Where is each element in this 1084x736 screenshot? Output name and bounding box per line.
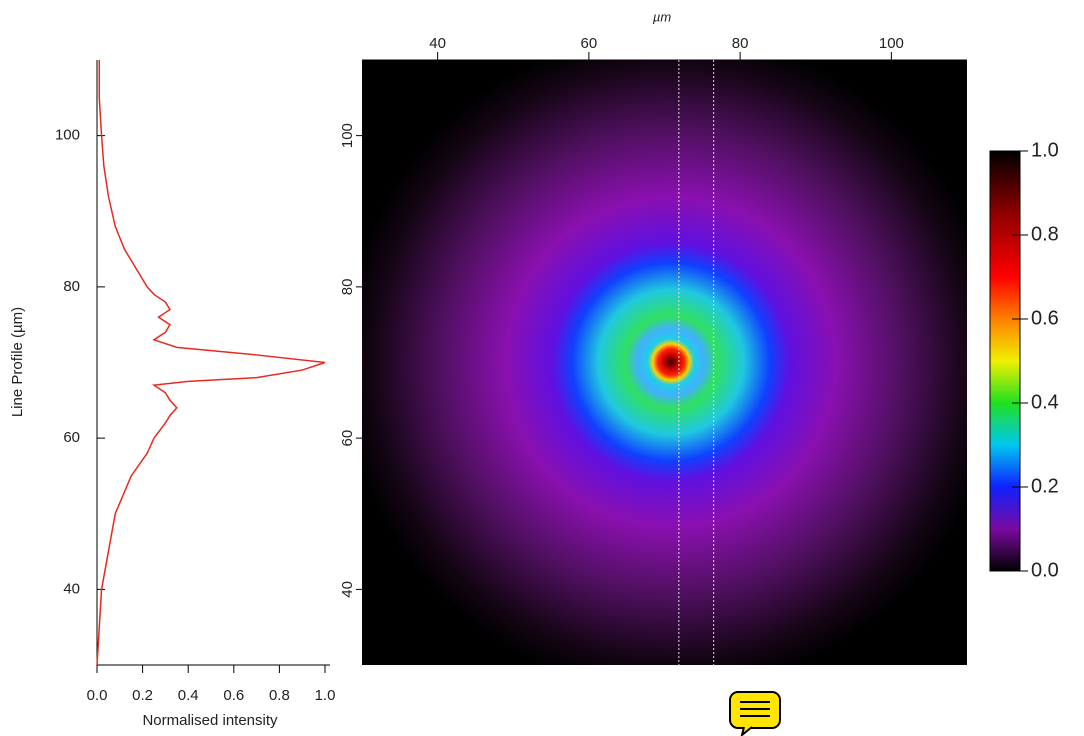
x-tick-label: 0.4: [178, 687, 199, 704]
x-tick-label: 0.8: [269, 687, 290, 704]
x-tick-label: 0.2: [132, 687, 153, 704]
y-tick-label: 40: [339, 581, 356, 598]
x-axis-label: µm: [653, 9, 671, 24]
y-tick-label: 80: [339, 279, 356, 296]
y-tick-label: 100: [339, 123, 356, 148]
x-tick-label: 60: [581, 35, 598, 52]
y-axis-label: Line Profile (µm): [9, 307, 26, 417]
y-tick-label: 100: [55, 127, 80, 144]
colorbar-tick-label: 0.8: [1031, 223, 1059, 245]
colorbar-tick-label: 0.4: [1031, 391, 1059, 413]
beam-image: [362, 60, 967, 665]
x-tick-label: 0.0: [87, 687, 108, 704]
y-tick-label: 80: [63, 278, 80, 295]
y-tick-label: 60: [339, 430, 356, 447]
colorbar-tick-label: 0.6: [1031, 307, 1059, 329]
colorbar-tick-label: 0.2: [1031, 475, 1059, 497]
colorbar-tick-label: 1.0: [1031, 139, 1059, 161]
x-axis-label: Normalised intensity: [142, 712, 278, 729]
x-tick-label: 100: [879, 35, 904, 52]
x-tick-label: 1.0: [315, 687, 336, 704]
comment-icon[interactable]: [729, 691, 781, 736]
colorbar: [989, 150, 1021, 572]
x-tick-label: 0.6: [223, 687, 244, 704]
y-tick-label: 40: [63, 580, 80, 597]
x-tick-label: 40: [429, 35, 446, 52]
profile-line: [96, 60, 326, 666]
y-tick-label: 60: [63, 429, 80, 446]
colorbar-tick-label: 0.0: [1031, 559, 1059, 581]
x-tick-label: 80: [732, 35, 749, 52]
